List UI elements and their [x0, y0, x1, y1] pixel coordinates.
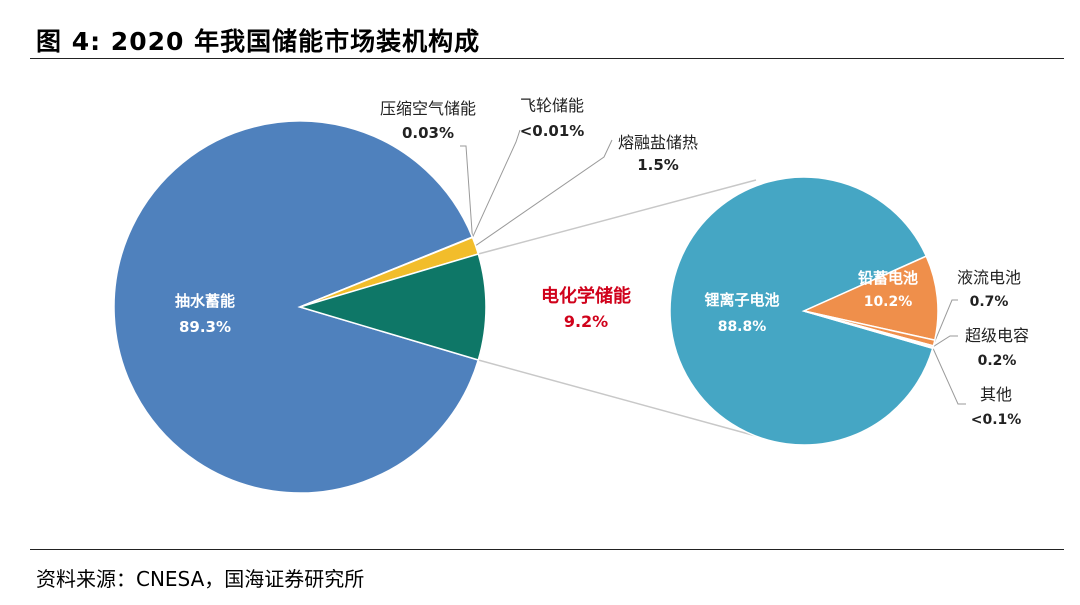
connector-line-lower [478, 359, 757, 437]
pie-slice-other [803, 310, 934, 350]
slice-label-other: 其他 [980, 385, 1012, 404]
slice-label-lead-acid: 铅蓄电池 [858, 269, 918, 287]
slice-label-pumped-hydro: 抽水蓄能 [175, 292, 235, 310]
pie-slice-pumped-hydro [113, 120, 480, 494]
slice-value-lead-acid: 10.2% [864, 294, 913, 310]
leader-line-other [932, 347, 966, 405]
pie-slice-lithium-ion [669, 176, 934, 446]
slice-label-compressed-air: 压缩空气储能 [380, 99, 476, 118]
slice-label-flywheel: 飞轮储能 [520, 96, 584, 115]
pie-slice-lead-acid [801, 255, 939, 342]
leader-line-supercapacitor [932, 335, 958, 348]
slice-label-molten-salt: 熔融盐储热 [618, 133, 698, 152]
slice-value-flywheel: <0.01% [520, 122, 585, 140]
source-note: 资料来源：CNESA，国海证券研究所 [36, 567, 365, 591]
slice-value-molten-salt: 1.5% [637, 156, 679, 174]
leader-lines [460, 129, 966, 405]
main-pie [113, 120, 487, 494]
slice-value-pumped-hydro: 89.3% [179, 318, 231, 336]
slice-value-compressed-air: 0.03% [402, 124, 454, 142]
leader-line-flywheel [472, 129, 521, 238]
pie-slice-electrochemical [297, 253, 487, 361]
leader-line-compressed-air [460, 145, 473, 238]
slice-label-lithium-ion: 锂离子电池 [704, 291, 779, 309]
slice-value-electrochemical: 9.2% [564, 312, 608, 331]
slice-label-electrochemical: 电化学储能 [541, 285, 631, 307]
figure-title: 图 4: 2020 年我国储能市场装机构成 [36, 27, 481, 56]
connector-lines [478, 179, 757, 437]
slice-label-flow-battery: 液流电池 [957, 268, 1021, 287]
breakdown-pie [669, 176, 939, 446]
slice-label-supercapacitor: 超级电容 [965, 326, 1029, 345]
slice-value-flow-battery: 0.7% [970, 294, 1009, 310]
slice-value-supercapacitor: 0.2% [978, 353, 1017, 369]
connector-line-upper [478, 179, 757, 255]
title-divider [30, 58, 1064, 59]
leader-line-flow-battery [933, 299, 958, 344]
slice-value-other: <0.1% [971, 412, 1022, 428]
leader-line-molten-salt [475, 139, 613, 247]
slice-value-lithium-ion: 88.8% [718, 319, 767, 335]
source-divider [30, 549, 1064, 550]
